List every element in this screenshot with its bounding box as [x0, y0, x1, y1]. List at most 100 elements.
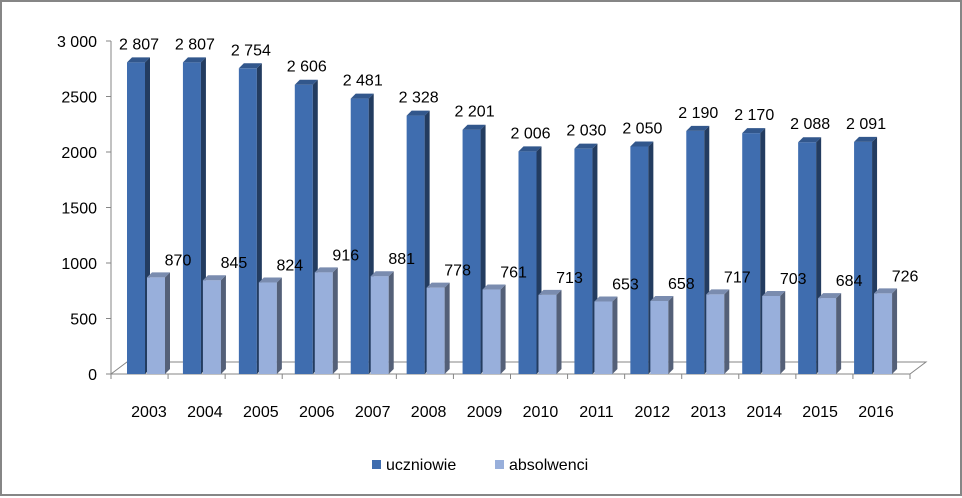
bar-front	[238, 68, 257, 374]
bar-uczniowie	[630, 141, 654, 374]
bars	[127, 57, 898, 375]
bar-absolwenci	[874, 288, 898, 374]
bar-absolwenci	[762, 290, 786, 374]
bar-front	[650, 300, 669, 374]
data-label-absolwenci: 881	[388, 251, 415, 268]
bar-front	[314, 272, 333, 374]
bar-top	[854, 136, 878, 142]
bar-side	[892, 288, 898, 374]
bar-top	[574, 143, 598, 149]
data-label-uczniowie: 2 201	[455, 104, 495, 121]
bar-front	[538, 294, 557, 374]
bar-front	[686, 130, 705, 374]
data-label-absolwenci: 658	[668, 276, 695, 293]
data-label-uczniowie: 2 754	[231, 42, 271, 59]
data-label-absolwenci: 653	[612, 277, 639, 294]
x-tick-label: 2016	[858, 404, 894, 421]
x-tick-label: 2012	[635, 404, 671, 421]
bar-top	[258, 277, 282, 283]
bar-side	[836, 293, 842, 374]
bar-side	[165, 272, 170, 374]
bar-front	[518, 151, 537, 374]
bar-absolwenci	[482, 284, 506, 374]
bar-top	[182, 57, 206, 63]
x-tick-label: 2006	[299, 404, 335, 421]
data-label-uczniowie: 2 050	[622, 120, 662, 137]
bar-side	[780, 290, 786, 374]
bar-front	[202, 280, 221, 374]
bar-absolwenci	[314, 267, 338, 374]
bar-front	[594, 301, 613, 374]
bar-front	[462, 129, 481, 374]
x-tick-label: 2009	[467, 404, 503, 421]
bar-top	[818, 293, 842, 299]
legend: uczniowie absolwenci	[372, 457, 588, 474]
bar-top	[650, 295, 674, 301]
data-label-absolwenci: 761	[500, 265, 527, 282]
bar-absolwenci	[258, 277, 282, 374]
bar-side	[276, 277, 282, 374]
bar-side	[500, 284, 506, 374]
bar-side	[332, 267, 338, 374]
data-label-uczniowie: 2 006	[510, 125, 550, 142]
x-tick-label: 2007	[355, 404, 391, 421]
legend-label-absolwenci: absolwenci	[509, 457, 588, 474]
data-label-absolwenci: 824	[277, 258, 304, 275]
bar-top	[518, 146, 542, 152]
data-label-uczniowie: 2 190	[678, 105, 718, 122]
x-tick-label: 2014	[746, 404, 782, 421]
data-label-uczniowie: 2 606	[287, 59, 327, 76]
data-label-absolwenci: 717	[724, 269, 751, 286]
bar-absolwenci	[818, 293, 842, 374]
bar-front	[742, 133, 761, 374]
bar-front	[426, 287, 445, 374]
x-tick-label: 2004	[187, 404, 223, 421]
bar-side	[612, 296, 618, 374]
bar-absolwenci	[147, 272, 170, 374]
bar-front	[406, 115, 425, 374]
bar-absolwenci	[538, 289, 562, 374]
bar-front	[874, 293, 893, 374]
bar-side	[724, 289, 730, 374]
y-tick-label: 0	[88, 367, 97, 384]
bar-top	[426, 282, 450, 288]
legend-swatch-absolwenci	[495, 460, 504, 469]
data-label-uczniowie: 2 807	[175, 36, 215, 53]
x-tick-label: 2013	[690, 404, 726, 421]
bar-front	[350, 98, 369, 374]
bar-front	[370, 276, 389, 374]
bar-uczniowie	[742, 128, 766, 374]
bar-side	[220, 275, 226, 374]
data-label-uczniowie: 2 091	[846, 116, 886, 133]
bar-top	[630, 141, 654, 147]
bar-front	[854, 141, 873, 374]
bar-top	[370, 271, 394, 277]
bar-absolwenci	[594, 296, 618, 374]
data-label-absolwenci: 713	[556, 270, 583, 287]
bar-top	[238, 63, 262, 69]
data-labels: 2 807 2 807 2 754 2 606 2 481 2 328 2 201 2 006…	[119, 36, 919, 293]
bar-top	[482, 284, 506, 290]
bar-top	[202, 275, 226, 281]
data-label-uczniowie: 2 807	[119, 36, 159, 53]
bar-uczniowie	[854, 136, 878, 374]
bar-uczniowie	[127, 57, 150, 374]
bar-front	[706, 294, 725, 374]
bar-top	[874, 288, 898, 294]
bar-absolwenci	[202, 275, 226, 374]
bar-side	[444, 282, 450, 374]
bar-uczniowie	[238, 63, 262, 374]
bar-front	[574, 148, 593, 374]
data-label-absolwenci: 845	[221, 255, 248, 272]
bar-top	[127, 57, 150, 63]
bar-front	[762, 295, 781, 374]
y-tick-label: 500	[70, 312, 97, 329]
data-label-absolwenci: 726	[892, 268, 919, 285]
y-tick-label: 2500	[61, 90, 97, 107]
bar-uczniowie	[462, 124, 486, 375]
bar-top	[314, 267, 338, 273]
bar-uczniowie	[182, 57, 206, 374]
bar-top	[147, 272, 170, 278]
bar-top	[294, 79, 318, 85]
